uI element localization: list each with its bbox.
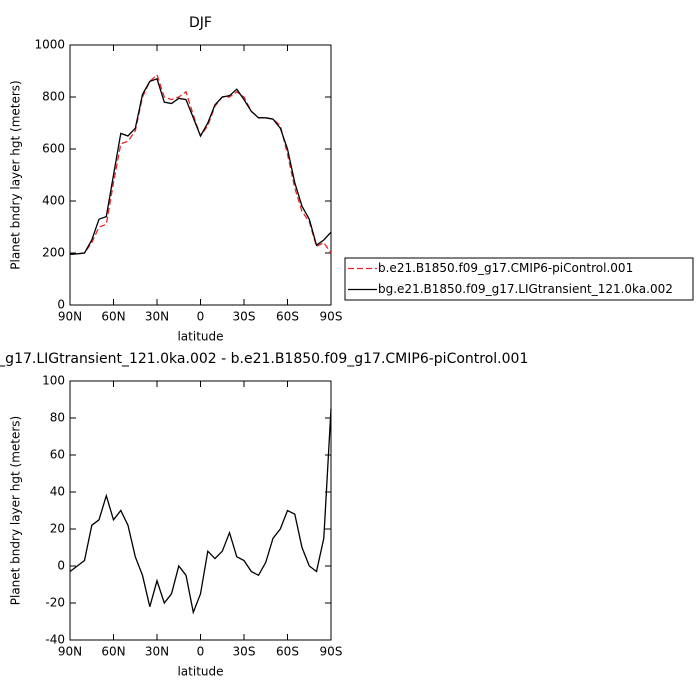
series-line	[69, 408, 332, 615]
x-tick-label: 30N	[145, 310, 169, 324]
plot-frame	[69, 380, 332, 641]
chart-title: DJF	[189, 15, 212, 31]
x-tick-label: 0	[197, 310, 205, 324]
y-tick-label: 80	[50, 411, 65, 425]
y-tick-label: -20	[45, 596, 65, 610]
y-tick-label: 0	[57, 298, 65, 312]
x-axis-label: latitude	[177, 330, 223, 344]
x-tick-label: 90S	[320, 310, 343, 324]
x-tick-label: 60N	[101, 310, 125, 324]
x-axis-label: latitude	[177, 665, 223, 679]
x-tick-label: 90N	[58, 645, 82, 659]
y-tick-label: 800	[42, 90, 65, 104]
y-axis-label: Planet bndry layer hgt (meters)	[9, 80, 23, 270]
legend-label: bg.e21.B1850.f09_g17.LIGtransient_121.0k…	[378, 282, 673, 296]
y-tick-label: 200	[42, 246, 65, 260]
x-tick-label: 90N	[58, 310, 82, 324]
y-tick-label: 100	[42, 374, 65, 388]
series-line	[69, 77, 332, 255]
series-line	[69, 73, 332, 255]
y-axis-label: Planet bndry layer hgt (meters)	[9, 416, 23, 606]
y-tick-label: 40	[50, 485, 65, 499]
x-tick-label: 60S	[276, 310, 299, 324]
legend-box	[344, 257, 694, 301]
x-tick-label: 30N	[145, 645, 169, 659]
y-tick-label: 0	[57, 559, 65, 573]
y-tick-label: 400	[42, 194, 65, 208]
y-tick-label: 20	[50, 522, 65, 536]
x-tick-label: 30S	[233, 645, 256, 659]
x-tick-label: 30S	[233, 310, 256, 324]
x-tick-label: 60S	[276, 645, 299, 659]
y-tick-label: 600	[42, 142, 65, 156]
y-tick-label: -40	[45, 633, 65, 647]
y-tick-label: 1000	[34, 38, 65, 52]
y-tick-label: 60	[50, 448, 65, 462]
legend-label: b.e21.B1850.f09_g17.CMIP6-piControl.001	[378, 261, 633, 275]
x-tick-label: 0	[197, 645, 205, 659]
chart-title: bg.e21.B1850.f09_g17.LIGtransient_121.0k…	[0, 351, 528, 367]
x-tick-label: 60N	[101, 645, 125, 659]
x-tick-label: 90S	[320, 645, 343, 659]
